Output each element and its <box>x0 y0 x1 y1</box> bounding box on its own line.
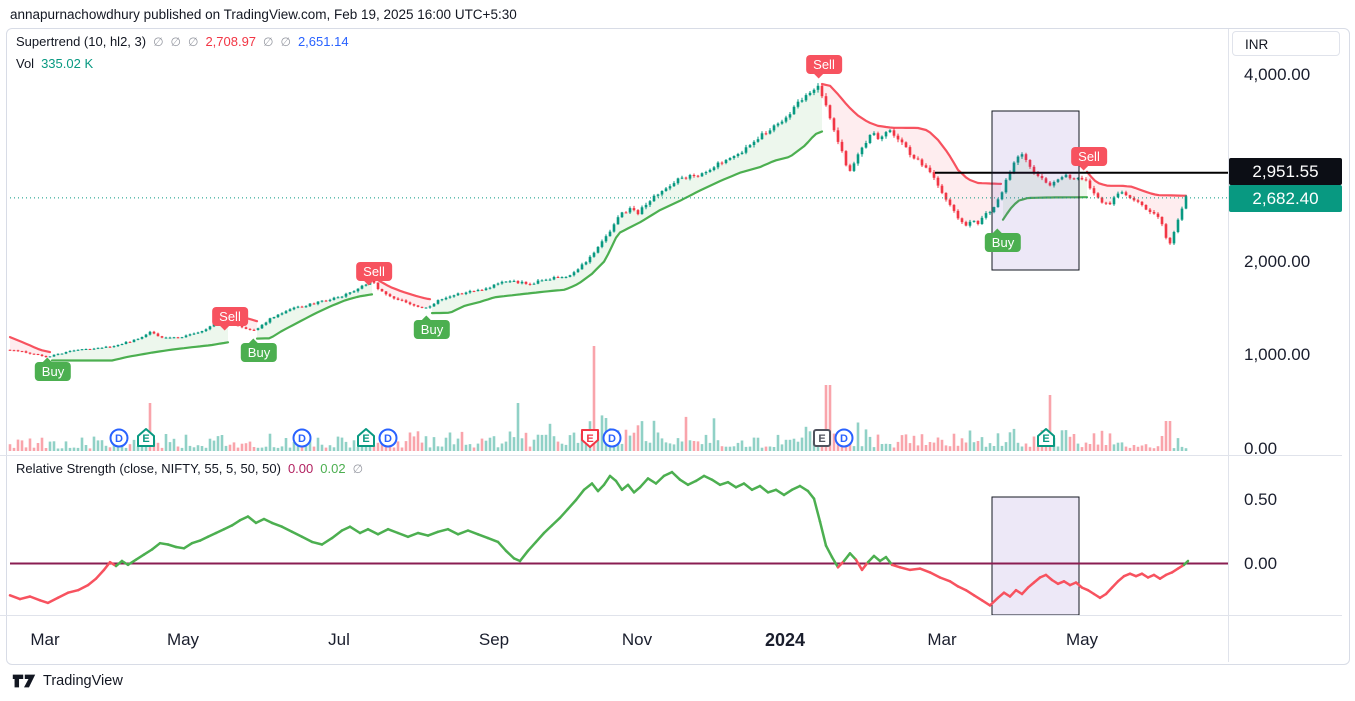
buy-signal-label: Buy <box>413 315 451 339</box>
buy-signal-label: Buy <box>34 357 72 381</box>
dividend-marker[interactable]: D <box>292 428 312 448</box>
earnings-down-marker[interactable]: E <box>581 429 599 448</box>
price-tick-label: 0.00 <box>1244 439 1278 458</box>
price-line-badge: 2,951.55 <box>1229 157 1342 185</box>
svg-text:D: D <box>840 433 848 445</box>
hidden-value-icon: ∅ <box>170 34 181 49</box>
dividend-marker[interactable]: D <box>109 428 129 448</box>
rs-line <box>8 470 1190 607</box>
svg-text:E: E <box>586 433 593 445</box>
currency-button[interactable]: INR <box>1232 31 1340 56</box>
svg-text:D: D <box>115 433 123 445</box>
hidden-value-icon: ∅ <box>352 461 364 476</box>
svg-text:E: E <box>818 433 825 445</box>
rs-delta-value: 0.02 <box>320 461 346 476</box>
supertrend-lines <box>8 82 1188 362</box>
earnings-up-marker[interactable]: E <box>1037 428 1055 447</box>
svg-text:E: E <box>1042 433 1049 445</box>
hidden-value-icon: ∅ <box>263 34 274 49</box>
time-axis-label: Nov <box>621 630 653 649</box>
hidden-value-icon: ∅ <box>153 34 164 49</box>
supertrend-buy-value: 2,651.14 <box>297 34 349 49</box>
time-axis-label: May <box>166 630 200 649</box>
price-tick-label: 2,000.00 <box>1244 251 1311 271</box>
tradingview-footer: TradingView <box>12 672 123 690</box>
dividend-marker[interactable]: D <box>602 428 622 448</box>
time-axis-label: May <box>1065 630 1099 649</box>
candlesticks <box>8 83 1188 358</box>
volume-legend: Vol 335.02 K <box>16 56 93 71</box>
rs-zero-value: 0.00 <box>287 461 314 476</box>
supertrend-title[interactable]: Supertrend (10, hl2, 3) <box>16 34 147 49</box>
rs-tick-label: 0.50 <box>1244 490 1278 509</box>
buy-signal-label: Buy <box>984 228 1022 252</box>
earnings-neutral-marker[interactable]: E <box>813 429 831 447</box>
price-tick-label: 1,000.00 <box>1244 345 1311 365</box>
svg-text:D: D <box>298 433 306 445</box>
sell-signal-label: Sell <box>806 55 842 79</box>
supertrend-sell-value: 2,708.97 <box>205 34 257 49</box>
earnings-up-marker[interactable]: E <box>357 428 375 447</box>
sell-signal-label: Sell <box>212 307 248 331</box>
tradingview-wordmark[interactable]: TradingView <box>43 673 123 689</box>
dividend-marker[interactable]: D <box>378 428 398 448</box>
main-indicator-legend: Supertrend (10, hl2, 3) ∅ ∅ ∅ 2,708.97 ∅… <box>16 34 349 49</box>
sell-signal-label: Sell <box>1071 147 1107 171</box>
time-axis-label: 2024 <box>764 630 806 650</box>
rs-title[interactable]: Relative Strength (close, NIFTY, 55, 5, … <box>16 461 281 476</box>
tradingview-logo-icon[interactable] <box>12 672 36 690</box>
buy-signal-label: Buy <box>240 338 278 362</box>
highlight-box[interactable] <box>991 496 1080 616</box>
price-tick-label: 4,000.00 <box>1244 64 1311 84</box>
earnings-up-marker[interactable]: E <box>137 428 155 447</box>
vol-value: 335.02 K <box>41 56 94 71</box>
svg-text:D: D <box>608 433 616 445</box>
vol-label[interactable]: Vol <box>16 56 35 71</box>
svg-text:D: D <box>384 433 392 445</box>
rs-tick-label: 0.00 <box>1244 553 1278 573</box>
sell-signal-label: Sell <box>356 262 392 286</box>
last-price-badge: 2,682.40 <box>1229 184 1342 212</box>
dividend-marker[interactable]: D <box>834 428 854 448</box>
rs-indicator-legend: Relative Strength (close, NIFTY, 55, 5, … <box>16 461 363 476</box>
hidden-value-icon: ∅ <box>280 34 291 49</box>
publish-info-line: annapurnachowdhury published on TradingV… <box>10 7 517 22</box>
svg-text:E: E <box>362 433 369 445</box>
volume-bars <box>8 346 1188 451</box>
chart-frame <box>6 28 1350 665</box>
time-axis-label: Jul <box>328 630 350 649</box>
time-axis-label: Sep <box>478 630 510 649</box>
time-axis-label: Mar <box>927 630 957 649</box>
hidden-value-icon: ∅ <box>187 34 199 49</box>
svg-text:E: E <box>142 433 149 445</box>
time-axis-label: Mar <box>30 630 60 649</box>
